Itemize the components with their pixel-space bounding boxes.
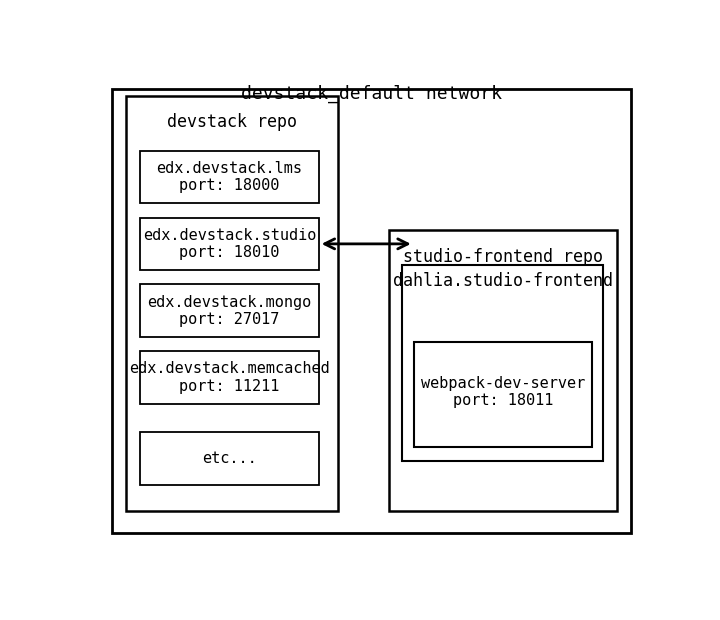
- Text: edx.devstack.lms
port: 18000: edx.devstack.lms port: 18000: [156, 161, 302, 193]
- Text: edx.devstack.mongo
port: 27017: edx.devstack.mongo port: 27017: [148, 294, 312, 327]
- Text: devstack repo: devstack repo: [167, 113, 297, 131]
- Bar: [140, 285, 319, 337]
- Bar: [389, 229, 617, 512]
- Text: etc...: etc...: [202, 451, 257, 466]
- Text: studio-frontend repo: studio-frontend repo: [403, 248, 603, 266]
- Bar: [140, 352, 319, 404]
- Bar: [413, 342, 592, 447]
- Text: edx.devstack.studio
port: 18010: edx.devstack.studio port: 18010: [143, 228, 316, 260]
- Bar: [140, 151, 319, 203]
- Text: devstack_default network: devstack_default network: [241, 84, 503, 103]
- Text: dahlia.studio-frontend: dahlia.studio-frontend: [393, 272, 613, 290]
- Bar: [140, 433, 319, 485]
- Text: edx.devstack.memcached
port: 11211: edx.devstack.memcached port: 11211: [129, 361, 330, 394]
- Bar: [140, 218, 319, 270]
- Bar: [126, 96, 338, 512]
- Text: webpack-dev-server
port: 18011: webpack-dev-server port: 18011: [420, 376, 585, 408]
- Bar: [402, 265, 603, 461]
